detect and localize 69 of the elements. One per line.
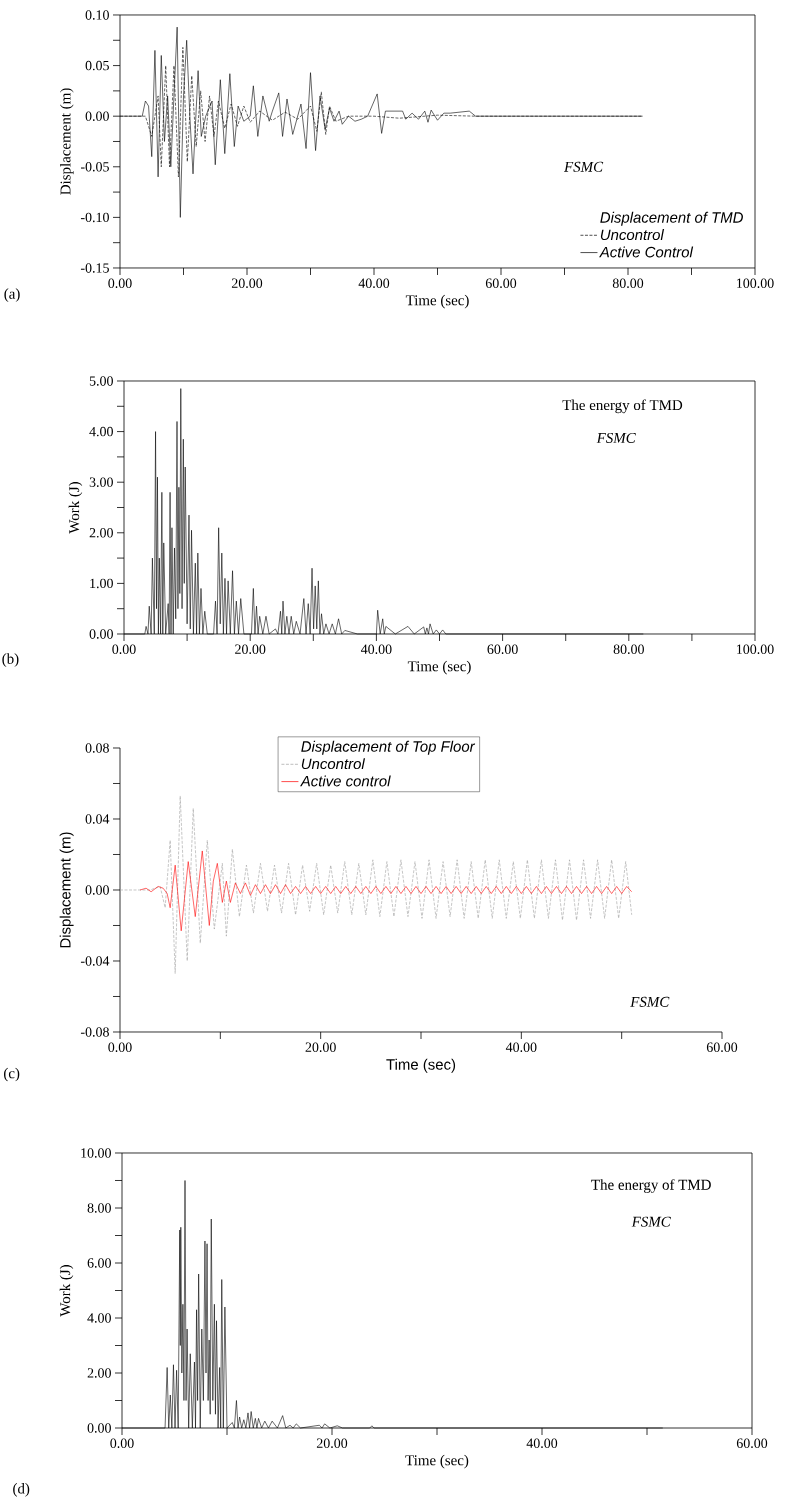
- text: (c): [4, 1067, 20, 1082]
- y-tick-label: 3.00: [89, 477, 113, 487]
- legend-title: Displacement of Top Floor: [301, 740, 476, 755]
- x-tick-label: 100.00: [737, 644, 774, 654]
- line-series: [119, 795, 633, 974]
- annotation: FSMC: [631, 1216, 671, 1227]
- y-tick-label: 0.00: [85, 885, 109, 895]
- text: (d): [13, 1483, 30, 1497]
- x-axis-title: Time (sec): [405, 1454, 469, 1469]
- y-tick-label: 0.10: [85, 10, 109, 20]
- y-tick-label: 0.08: [85, 743, 109, 753]
- x-axis-title: Time (sec): [405, 294, 469, 309]
- legend-label: Active Control: [599, 246, 694, 258]
- annotation: FSMC: [596, 432, 636, 443]
- y-tick-label: -0.10: [80, 212, 109, 223]
- annotation: The energy of TMD: [591, 1179, 711, 1193]
- x-axis-title: Time (sec): [407, 660, 471, 675]
- y-tick-label: 1.00: [90, 578, 113, 589]
- x-tick-label: 20.00: [231, 278, 263, 288]
- y-tick-label: -0.15: [80, 263, 109, 273]
- x-tick-label: 0.00: [108, 1042, 132, 1052]
- y-tick-label: -0.08: [80, 1027, 109, 1037]
- y-axis-title: Work (J): [59, 1265, 74, 1317]
- x-tick-label: 60.00: [736, 1438, 768, 1448]
- y-tick-label: 0.00: [87, 1423, 111, 1433]
- y-tick-label: 2.00: [89, 528, 113, 538]
- x-tick-label: 0.00: [110, 1438, 134, 1448]
- line-series: [139, 850, 633, 932]
- y-axis-title: Displacement (m): [59, 832, 74, 948]
- y-axis-title: Work (J): [68, 482, 83, 534]
- legend-title: Displacement of TMD: [600, 211, 743, 226]
- y-tick-label: 10.00: [81, 1148, 111, 1158]
- x-tick-label: 40.00: [360, 644, 392, 654]
- x-tick-label: 80.00: [613, 644, 644, 654]
- x-tick-label: 40.00: [358, 278, 390, 288]
- x-tick-label: 0.00: [112, 644, 136, 654]
- y-tick-label: 0.05: [85, 60, 109, 71]
- y-tick-label: -0.05: [80, 162, 109, 172]
- annotation: FSMC: [563, 161, 604, 172]
- legend-label: Uncontrol: [600, 229, 665, 241]
- annotation: The energy of TMD: [562, 399, 683, 414]
- y-tick-label: 4.00: [87, 1313, 111, 1323]
- x-tick-label: 40.00: [526, 1438, 558, 1448]
- x-axis-title: Time (sec): [386, 1058, 456, 1073]
- y-tick-label: 2.00: [87, 1368, 111, 1378]
- y-tick-label: 4.00: [89, 426, 113, 437]
- text: (b): [2, 653, 19, 667]
- y-tick-label: 8.00: [87, 1203, 111, 1213]
- x-tick-label: 20.00: [235, 644, 266, 654]
- annotation: FSMC: [630, 996, 670, 1007]
- y-tick-label: -0.04: [80, 956, 110, 966]
- legend-label: Uncontrol: [301, 758, 366, 770]
- text: (a): [4, 288, 20, 302]
- x-tick-label: 60.00: [706, 1042, 738, 1052]
- x-tick-label: 20.00: [305, 1042, 336, 1052]
- x-tick-label: 60.00: [485, 278, 517, 288]
- y-tick-label: 6.00: [87, 1258, 111, 1268]
- x-tick-label: 20.00: [316, 1438, 348, 1448]
- x-tick-label: 100.00: [737, 278, 774, 288]
- y-tick-label: 0.04: [85, 814, 110, 824]
- legend-label: Active control: [300, 775, 391, 787]
- y-tick-label: 0.00: [85, 111, 109, 121]
- x-tick-label: 60.00: [487, 644, 518, 654]
- y-axis-title: Displacement (m): [60, 88, 74, 195]
- y-tick-label: 5.00: [89, 376, 113, 386]
- x-tick-label: 0.00: [108, 278, 132, 288]
- y-tick-label: 0.00: [89, 629, 113, 639]
- x-tick-label: 80.00: [612, 278, 644, 288]
- x-tick-label: 40.00: [505, 1042, 537, 1052]
